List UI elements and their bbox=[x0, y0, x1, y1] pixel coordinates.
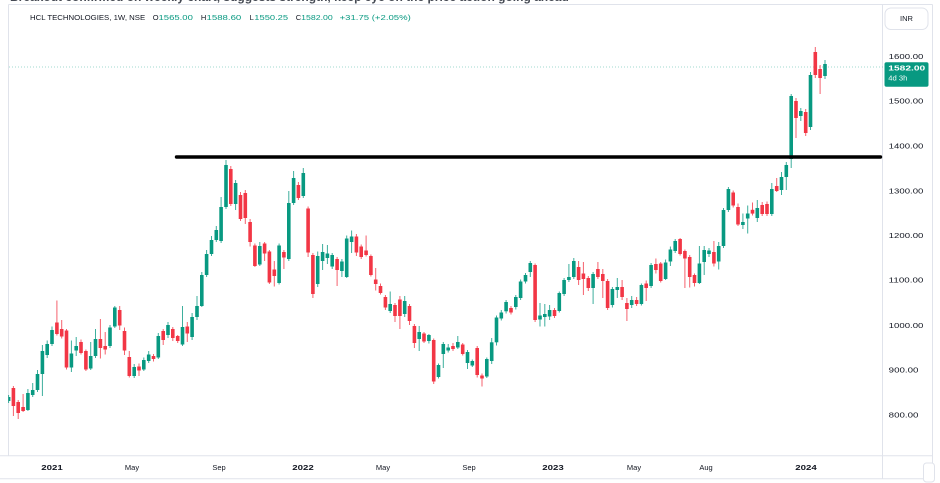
svg-text:Aug: Aug bbox=[699, 463, 712, 472]
svg-text:1565.00: 1565.00 bbox=[159, 13, 193, 22]
svg-text:2024: 2024 bbox=[795, 463, 818, 472]
svg-text:1588.60: 1588.60 bbox=[207, 13, 242, 22]
svg-text:1500.00: 1500.00 bbox=[889, 97, 924, 106]
svg-text:May: May bbox=[376, 463, 390, 472]
svg-text:O: O bbox=[153, 13, 159, 22]
svg-text:1000.00: 1000.00 bbox=[889, 321, 924, 330]
svg-text:1400.00: 1400.00 bbox=[889, 142, 924, 151]
svg-text:HCL TECHNOLOGIES, 1W, NSE: HCL TECHNOLOGIES, 1W, NSE bbox=[30, 13, 145, 22]
svg-text:Breakout confirmed on weekly c: Breakout confirmed on weekly chart, sugg… bbox=[10, 0, 569, 4]
svg-text:1582.00: 1582.00 bbox=[888, 64, 925, 73]
svg-text:May: May bbox=[627, 463, 641, 472]
svg-text:2023: 2023 bbox=[542, 463, 564, 472]
svg-text:Sep: Sep bbox=[212, 463, 225, 472]
svg-text:1100.00: 1100.00 bbox=[889, 276, 924, 285]
svg-text:C: C bbox=[296, 13, 302, 22]
svg-text:1300.00: 1300.00 bbox=[889, 186, 924, 195]
svg-text:H: H bbox=[201, 13, 206, 22]
svg-text:1200.00: 1200.00 bbox=[889, 231, 924, 240]
svg-text:May: May bbox=[125, 463, 139, 472]
svg-text:L: L bbox=[250, 13, 254, 22]
svg-text:+31.75 (+2.05%): +31.75 (+2.05%) bbox=[340, 13, 412, 22]
svg-text:900.00: 900.00 bbox=[889, 366, 919, 375]
svg-text:INR: INR bbox=[900, 14, 914, 23]
svg-text:Sep: Sep bbox=[462, 463, 475, 472]
svg-text:4d 3h: 4d 3h bbox=[888, 74, 907, 83]
svg-text:1582.00: 1582.00 bbox=[301, 13, 333, 22]
svg-text:1550.25: 1550.25 bbox=[254, 13, 288, 22]
svg-text:2021: 2021 bbox=[41, 463, 63, 472]
svg-text:2022: 2022 bbox=[292, 463, 314, 472]
svg-text:1600.00: 1600.00 bbox=[889, 52, 924, 61]
svg-text:800.00: 800.00 bbox=[889, 411, 919, 420]
